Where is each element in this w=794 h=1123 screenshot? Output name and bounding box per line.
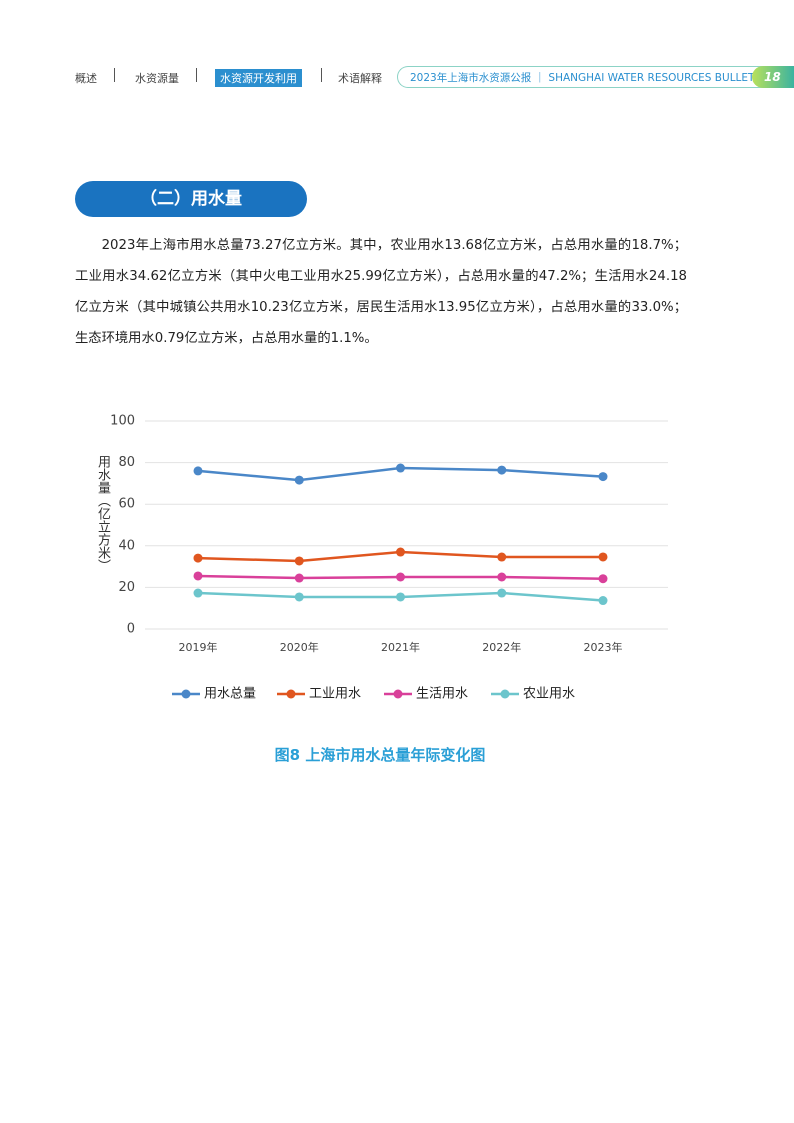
y-tick-label: 40 — [118, 538, 135, 553]
data-point — [598, 574, 608, 584]
y-tick-label: 100 — [110, 414, 135, 429]
data-point — [294, 556, 304, 566]
data-point — [396, 463, 405, 473]
section-title: （二）用水量 — [75, 181, 307, 217]
data-point — [193, 553, 203, 563]
data-point — [294, 573, 304, 583]
legend-swatch — [286, 689, 296, 699]
x-tick-label: 2019年 — [179, 640, 218, 654]
x-tick-label: 2021年 — [381, 640, 420, 654]
data-point — [396, 592, 405, 602]
y-tick-label: 20 — [118, 580, 135, 595]
nav-item[interactable]: 水资源量 — [135, 72, 179, 85]
x-tick-label: 2023年 — [584, 640, 623, 654]
x-tick-label: 2022年 — [482, 640, 521, 654]
data-point — [396, 572, 405, 582]
header-title: 2023年上海市水资源公报 ｜ SHANGHAI WATER RESOURCES… — [410, 72, 766, 84]
data-point — [294, 592, 304, 602]
paragraph: 2023年上海市用水总量73.27亿立方米。其中，农业用水13.68亿立方米，占… — [75, 238, 687, 346]
data-point — [598, 596, 608, 606]
bulletin-subtitle: SHANGHAI WATER RESOURCES BULLETIN — [548, 72, 766, 84]
data-point — [497, 588, 507, 598]
legend-swatch — [500, 689, 510, 699]
y-tick-label: 0 — [127, 622, 135, 637]
legend-label: 农业用水 — [523, 687, 575, 702]
page-number: 18 — [752, 66, 794, 88]
data-point — [193, 588, 203, 598]
data-point — [497, 572, 507, 582]
nav-item-active[interactable]: 水资源开发利用 — [215, 69, 302, 87]
nav-item[interactable]: 概述 — [75, 72, 97, 85]
data-point — [497, 465, 507, 475]
data-point — [396, 547, 405, 557]
data-point — [193, 571, 203, 581]
caption: 图8 上海市用水总量年际变化图 — [274, 746, 486, 764]
bulletin-title: 2023年上海市水资源公报 — [410, 72, 532, 84]
header-pill — [397, 66, 794, 88]
legend-swatch — [393, 689, 403, 699]
y-tick-label: 60 — [118, 497, 135, 512]
data-point — [598, 472, 608, 482]
chart: 0 20 40 60 80 100 2019年 2020年 2021年 2022年 2023年用水总… — [110, 414, 668, 702]
y-tick-label: 80 — [118, 455, 135, 470]
data-point — [294, 475, 304, 485]
y-axis-label: 用水量（亿立方米） — [95, 455, 110, 572]
x-tick-label: 2020年 — [280, 640, 319, 654]
data-point — [497, 552, 507, 562]
legend-label: 用水总量 — [204, 687, 256, 702]
legend-label: 生活用水 — [416, 687, 468, 702]
nav-item[interactable]: 术语解释 — [338, 72, 382, 85]
data-point — [598, 552, 608, 562]
legend-label: 工业用水 — [309, 687, 361, 702]
legend-swatch — [181, 689, 191, 699]
data-point — [193, 466, 203, 476]
